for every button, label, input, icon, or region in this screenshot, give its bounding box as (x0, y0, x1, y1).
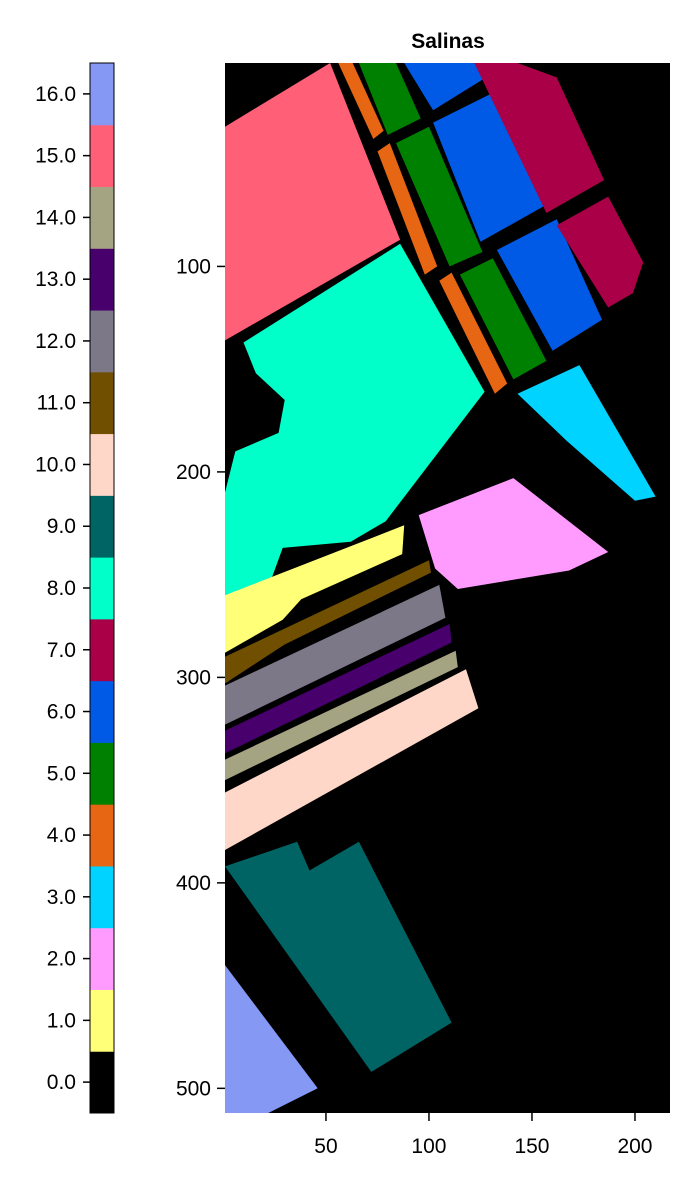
colorbar-tick-label: 9.0 (47, 515, 76, 538)
colorbar-swatch-16 (90, 63, 114, 126)
colorbar-swatch-10 (90, 433, 114, 496)
region-class-10 (225, 669, 479, 850)
region-class-14 (225, 650, 458, 781)
region-class-4 (439, 272, 508, 394)
colorbar-swatch-8 (90, 557, 114, 620)
colorbar-swatch-13 (90, 248, 114, 311)
colorbar-tick-label: 11.0 (37, 392, 76, 415)
colorbar-tick-label: 6.0 (47, 701, 76, 724)
region-class-16 (225, 965, 318, 1113)
colorbar-tick-label: 14.0 (35, 206, 76, 229)
y-tick-label: 100 (176, 255, 211, 278)
x-tick-label: 200 (617, 1135, 652, 1158)
colorbar-tick-label: 16.0 (35, 83, 76, 106)
colorbar-swatch-3 (90, 865, 114, 929)
colorbar: 0.0 1.0 2.0 3.0 4.0 5.0 6.0 7.0 8.0 9.0 10.0 11.0 12… (35, 62, 115, 1114)
colorbar-swatch-4 (90, 804, 114, 867)
region-class-6 (404, 63, 493, 111)
y-tick-label: 200 (176, 461, 211, 484)
colorbar-swatch-6 (90, 680, 114, 743)
region-class-8 (225, 243, 485, 629)
x-tick-label: 100 (411, 1135, 446, 1158)
colorbar-swatch-1 (90, 989, 114, 1052)
colorbar-swatch-14 (90, 186, 114, 249)
region-class-13 (225, 624, 452, 754)
region-class-4 (377, 143, 438, 275)
colorbar-swatch-2 (90, 927, 114, 990)
colorbar-tick-label: 5.0 (47, 762, 76, 785)
chart-title: Salinas (411, 30, 485, 53)
colorbar-swatch-9 (90, 495, 114, 558)
colorbar-tick-label: 7.0 (47, 639, 76, 662)
region-class-5 (459, 258, 547, 380)
region-class-5 (396, 126, 483, 267)
colorbar-tick-label: 10.0 (35, 453, 76, 476)
region-class-2 (418, 478, 609, 589)
region-class-6 (496, 219, 602, 351)
x-axis: 50 100 150 200 (314, 1113, 653, 1158)
x-tick-label: 50 (314, 1135, 337, 1158)
x-tick-label: 150 (514, 1135, 549, 1158)
colorbar-tick-label: 4.0 (47, 824, 76, 847)
colorbar-tick-label: 1.0 (47, 1009, 76, 1032)
colorbar-tick-label: 0.0 (47, 1071, 76, 1094)
region-class-1 (225, 525, 405, 653)
colorbar-tick-label: 8.0 (47, 577, 76, 600)
region-class-12 (225, 584, 446, 725)
y-tick-label: 300 (176, 666, 211, 689)
colorbar-swatch-5 (90, 742, 114, 805)
colorbar-tick-label: 13.0 (35, 268, 76, 291)
region-class-9 (225, 841, 452, 1072)
region-class-5 (358, 63, 421, 135)
colorbar-swatch-0 (90, 1051, 114, 1114)
colorbar-swatch-12 (90, 310, 114, 373)
colorbar-swatch-15 (90, 124, 114, 188)
colorbar-tick-label: 2.0 (47, 948, 76, 971)
region-class-3 (517, 365, 656, 501)
y-axis: 100 200 300 400 500 (176, 255, 225, 1100)
colorbar-tick-label: 12.0 (35, 330, 76, 353)
colorbar-tick-label: 15.0 (35, 145, 76, 168)
region-class-7 (556, 196, 644, 308)
region-class-11 (225, 560, 431, 684)
region-class-7 (474, 63, 605, 213)
colorbar-tick-label: 3.0 (47, 886, 76, 909)
colorbar-swatch-7 (90, 618, 114, 682)
region-class-4 (338, 63, 384, 139)
y-tick-label: 400 (176, 872, 211, 895)
class-regions (225, 63, 656, 1113)
y-tick-label: 500 (176, 1077, 211, 1100)
colorbar-swatch-11 (90, 371, 114, 435)
region-class-15 (225, 63, 401, 341)
region-class-6 (433, 89, 547, 242)
